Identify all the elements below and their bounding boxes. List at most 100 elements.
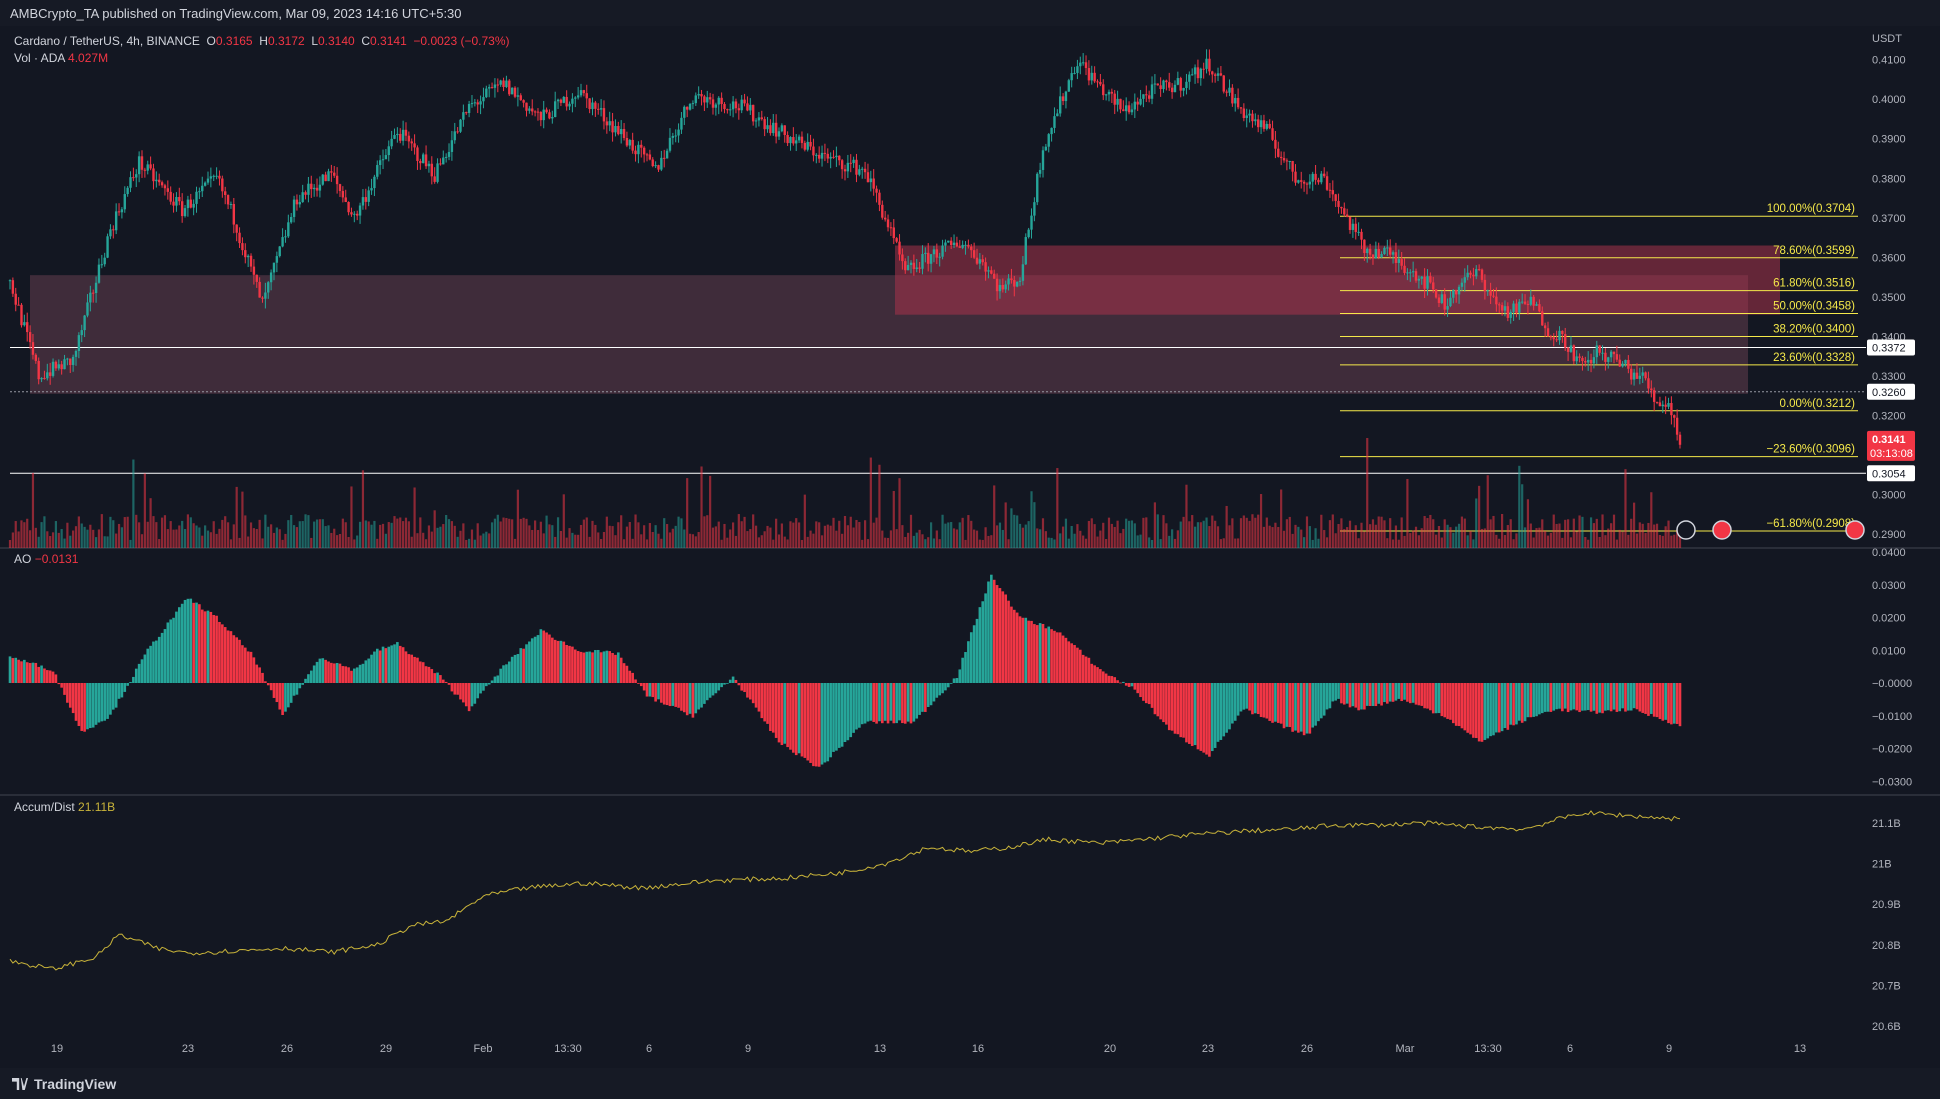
candle <box>57 364 60 369</box>
candle <box>975 257 979 264</box>
candle <box>1145 94 1148 96</box>
candle <box>381 159 385 161</box>
volume-bar <box>1455 526 1458 548</box>
candle <box>1575 356 1578 362</box>
candle <box>1409 272 1412 274</box>
ao-bar <box>1308 683 1312 734</box>
candle <box>1348 216 1352 230</box>
volume-bar <box>628 522 631 548</box>
ao-bar <box>470 683 474 707</box>
candle <box>958 246 961 248</box>
volume-bar <box>548 524 551 548</box>
volume-bar <box>1549 532 1552 548</box>
volume-bar <box>221 519 224 548</box>
volume-bar <box>1248 520 1251 548</box>
candle <box>878 192 881 205</box>
candle <box>1675 417 1679 435</box>
ao-bar <box>103 683 106 721</box>
ao-bar <box>1053 630 1056 683</box>
candle <box>1297 180 1300 183</box>
candle <box>275 256 279 263</box>
ao-bar <box>835 683 838 751</box>
volume-bar <box>488 533 491 548</box>
ao-axis-tick: −0.0000 <box>1872 678 1912 690</box>
ao-bar <box>1383 683 1386 703</box>
tradingview-logo[interactable]: TradingView <box>12 1076 116 1092</box>
candle <box>1142 94 1145 99</box>
volume-bar <box>608 525 611 548</box>
ao-bar <box>1540 683 1544 714</box>
candle <box>1601 352 1604 354</box>
volume-bar <box>1222 538 1225 548</box>
volume-bar <box>476 523 479 548</box>
candle <box>1122 109 1125 112</box>
ao-bar <box>221 624 224 683</box>
candle <box>726 109 729 111</box>
ao-bar <box>1417 683 1421 706</box>
volume-bar <box>1041 518 1045 548</box>
ao-bar <box>203 611 207 683</box>
ao-bar <box>232 635 236 683</box>
candle <box>1667 402 1670 407</box>
candle <box>723 104 726 110</box>
ao-label[interactable]: AO <box>14 552 32 566</box>
volume-bar <box>1526 499 1530 548</box>
candle <box>1518 301 1521 313</box>
ao-bar <box>1558 683 1561 709</box>
ao-bar <box>737 683 741 686</box>
ao-bar <box>89 683 92 729</box>
ao-bar <box>499 668 502 683</box>
candle <box>654 165 657 167</box>
ao-bar <box>619 657 623 683</box>
chart-area[interactable]: 0.41000.40000.39000.38000.37000.36000.35… <box>0 26 1940 1068</box>
ao-bar <box>1652 683 1656 717</box>
ao-bar <box>298 683 302 689</box>
candle <box>48 372 52 376</box>
volume-label[interactable]: Vol · ADA <box>14 51 65 65</box>
candle <box>651 159 654 167</box>
volume-bar <box>456 536 459 548</box>
candle <box>797 136 801 141</box>
volume-bar <box>1102 522 1105 548</box>
candle <box>1176 78 1180 85</box>
ao-bar <box>536 635 540 683</box>
high-label: H <box>259 34 268 48</box>
ad-label[interactable]: Accum/Dist <box>14 800 75 814</box>
candle <box>183 208 187 217</box>
ao-bar <box>1466 683 1469 733</box>
ao-bar <box>166 622 170 683</box>
candle <box>740 99 743 111</box>
candle <box>290 216 293 223</box>
ao-bar <box>1073 645 1076 683</box>
candle <box>815 154 818 156</box>
candle <box>310 183 313 190</box>
ao-bar <box>1374 683 1378 707</box>
ao-bar <box>1231 683 1234 724</box>
ao-bar <box>1408 683 1412 704</box>
volume-bar <box>918 529 921 548</box>
symbol-title[interactable]: Cardano / TetherUS, 4h, BINANCE <box>14 34 200 48</box>
candle <box>1139 98 1142 105</box>
volume-bar <box>950 522 953 548</box>
volume-bar <box>482 533 485 548</box>
volume-bar <box>579 524 583 548</box>
volume-bar <box>866 539 870 548</box>
volume-bar <box>1237 538 1240 548</box>
volume-bar <box>1420 528 1423 548</box>
ao-bar <box>539 629 543 683</box>
volume-bar <box>379 524 382 548</box>
volume-bar <box>832 517 835 548</box>
ao-bar <box>1256 683 1260 715</box>
candle <box>1288 161 1291 163</box>
ao-bar <box>450 683 454 692</box>
ao-bar <box>651 683 655 698</box>
candle <box>1248 113 1251 116</box>
ao-bar <box>1650 683 1653 714</box>
ao-bar <box>114 683 118 708</box>
ao-bar <box>901 683 904 724</box>
ao-bar <box>614 654 617 683</box>
ao-bar <box>1193 683 1197 746</box>
ao-bar <box>637 683 640 684</box>
candle <box>1454 289 1458 295</box>
ao-bar <box>341 666 345 683</box>
